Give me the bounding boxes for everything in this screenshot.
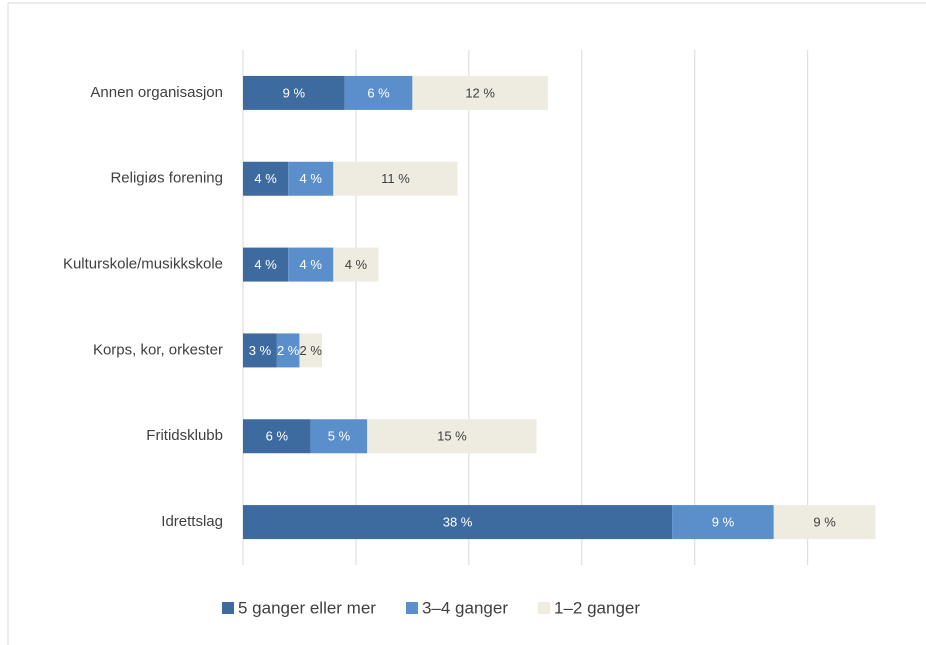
value-label: 6 %	[367, 85, 390, 100]
bar-segment	[333, 247, 379, 282]
y-tick-label: Kulturskole/musikkskole	[63, 256, 223, 273]
bar-segment	[299, 333, 323, 368]
value-label: 5 %	[328, 429, 351, 444]
value-label: 6 %	[266, 429, 289, 444]
bar-segment	[773, 505, 876, 540]
value-label: 11 %	[381, 171, 410, 186]
value-label: 4 %	[254, 171, 277, 186]
value-label: 38 %	[443, 515, 473, 530]
bar-segment	[276, 333, 300, 368]
value-label: 9 %	[712, 515, 735, 530]
legend-label: 5 ganger eller mer	[238, 598, 376, 617]
value-label: 4 %	[254, 257, 277, 272]
y-tick-label: Religiøs forening	[110, 170, 223, 187]
value-label: 4 %	[300, 257, 323, 272]
value-label: 9 %	[813, 515, 836, 530]
value-label: 9 %	[283, 85, 306, 100]
value-label: 4 %	[345, 257, 368, 272]
bar-segment	[344, 75, 413, 110]
bar-segment	[412, 75, 548, 110]
legend-swatch	[405, 602, 418, 614]
value-label: 4 %	[300, 171, 323, 186]
value-label: 12 %	[465, 85, 495, 100]
bar-segment	[310, 419, 368, 454]
y-tick-label: Korps, kor, orkester	[93, 341, 223, 358]
bar-segment	[243, 247, 289, 282]
y-tick-label: Fritidsklubb	[146, 427, 223, 444]
y-tick-label: Annen organisasjon	[90, 84, 223, 101]
bar-segment	[367, 419, 537, 454]
bar-segment	[243, 419, 311, 454]
value-label: 15 %	[437, 429, 467, 444]
value-label: 2 %	[277, 343, 300, 358]
legend-label: 1–2 ganger	[554, 598, 640, 617]
bar-segment	[243, 505, 673, 540]
bar-segment	[288, 247, 334, 282]
bar-segment	[243, 161, 289, 196]
y-tick-label: Idrettslag	[161, 513, 223, 530]
bar-segment	[288, 161, 334, 196]
legend-swatch	[538, 602, 550, 614]
value-label: 2 %	[300, 343, 323, 358]
legend-swatch	[222, 602, 234, 614]
bar-segment	[333, 161, 458, 196]
value-label: 3 %	[249, 343, 272, 358]
bar-segment	[672, 505, 774, 540]
bar-segment	[243, 75, 345, 110]
bar-segment	[243, 333, 277, 368]
legend-label: 3–4 ganger	[422, 598, 508, 617]
